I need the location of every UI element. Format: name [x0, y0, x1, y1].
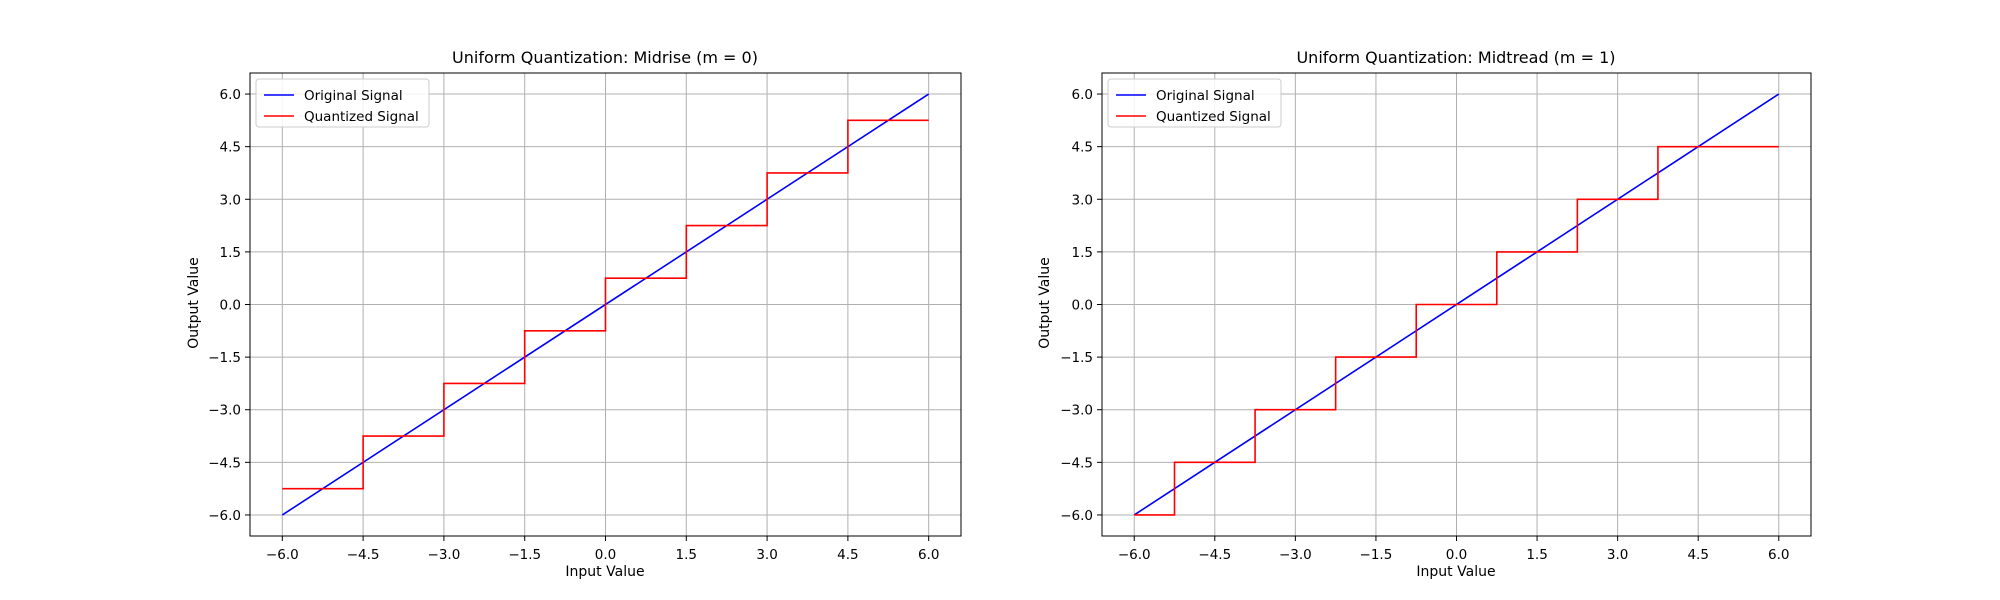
- x-tick-label: 0.0: [595, 547, 616, 563]
- legend-box: [255, 78, 430, 128]
- x-tick-label: −4.5: [347, 547, 380, 563]
- x-tick-label: 3.0: [1607, 547, 1628, 563]
- x-tick-label: −6.0: [1118, 547, 1151, 563]
- x-tick-label: 3.0: [756, 547, 777, 563]
- y-tick-label: −6.0: [208, 508, 241, 524]
- quantized-signal-line: [1134, 145, 1779, 516]
- x-axis-label: Input Value: [565, 564, 644, 580]
- legend-box: [1107, 78, 1282, 128]
- y-tick-label: 1.5: [220, 245, 241, 261]
- chart-title: Uniform Quantization: Midrise (m = 0): [452, 48, 758, 67]
- y-tick-label: 3.0: [1072, 192, 1093, 208]
- midtread-chart-panel: Uniform Quantization: Midtread (m = 1) I…: [1037, 48, 1812, 580]
- x-tick-label: 4.5: [1687, 547, 1708, 563]
- legend-label: Quantized Signal: [304, 109, 419, 125]
- x-tick-label: −3.0: [1279, 547, 1312, 563]
- x-tick-label: 1.5: [676, 547, 697, 563]
- y-tick-label: 3.0: [220, 192, 241, 208]
- legend-label: Original Signal: [304, 88, 403, 104]
- x-tick-label: −6.0: [266, 547, 299, 563]
- quantized-signal-line: [282, 119, 929, 490]
- y-tick-label: −3.0: [1060, 403, 1093, 419]
- legend: Original Signal Quantized Signal: [1107, 78, 1282, 128]
- midrise-chart-panel: Uniform Quantization: Midrise (m = 0) In…: [186, 48, 962, 580]
- x-tick-label: 4.5: [837, 547, 858, 563]
- x-tick-label: −4.5: [1198, 547, 1231, 563]
- x-tick-label: −1.5: [508, 547, 541, 563]
- y-axis-label: Output Value: [186, 257, 202, 349]
- x-tick-label: −1.5: [1360, 547, 1393, 563]
- y-tick-label: −4.5: [1060, 455, 1093, 471]
- y-tick-label: −1.5: [1060, 350, 1093, 366]
- y-tick-label: 1.5: [1072, 245, 1093, 261]
- x-tick-label: 0.0: [1446, 547, 1467, 563]
- chart-title: Uniform Quantization: Midtread (m = 1): [1296, 48, 1615, 67]
- x-tick-label: 6.0: [918, 547, 939, 563]
- x-tick-label: −3.0: [428, 547, 461, 563]
- y-tick-label: −1.5: [208, 350, 241, 366]
- y-tick-label: −6.0: [1060, 508, 1093, 524]
- x-tick-label: 1.5: [1526, 547, 1547, 563]
- legend-label: Quantized Signal: [1156, 109, 1271, 125]
- y-tick-label: 4.5: [1072, 140, 1093, 156]
- x-axis-label: Input Value: [1416, 564, 1495, 580]
- y-tick-label: 0.0: [1072, 298, 1093, 314]
- legend: Original Signal Quantized Signal: [255, 78, 430, 128]
- x-tick-label: 6.0: [1768, 547, 1789, 563]
- y-tick-label: 4.5: [220, 140, 241, 156]
- y-axis-label: Output Value: [1037, 257, 1053, 349]
- y-tick-label: 6.0: [1072, 87, 1093, 103]
- legend-label: Original Signal: [1156, 88, 1255, 104]
- y-tick-label: 6.0: [220, 87, 241, 103]
- y-tick-label: −3.0: [208, 403, 241, 419]
- y-tick-label: −4.5: [208, 455, 241, 471]
- y-tick-label: 0.0: [220, 298, 241, 314]
